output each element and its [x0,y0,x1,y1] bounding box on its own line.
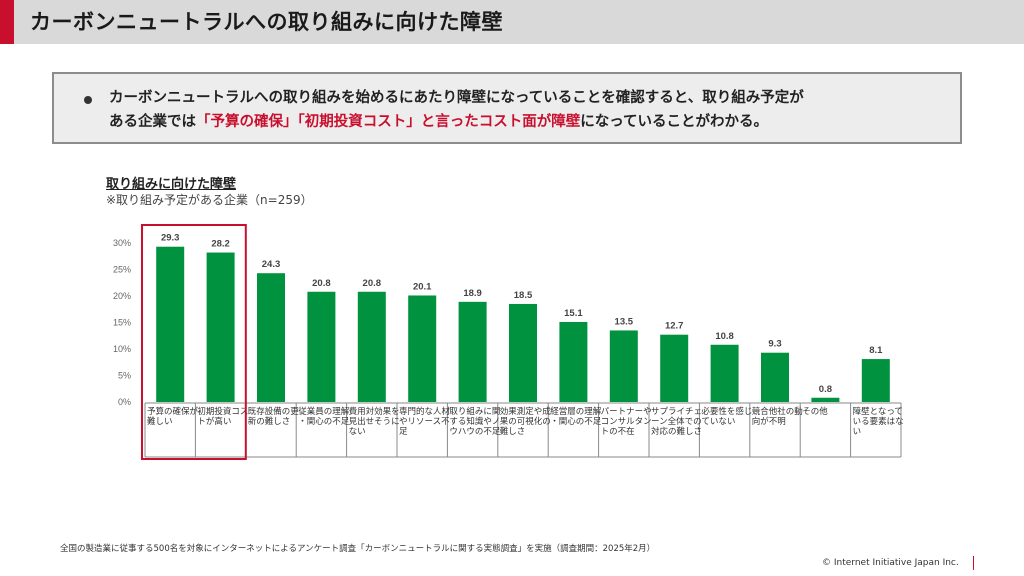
category-label: 初期投資コストが高い [197,406,248,427]
y-tick-label: 20% [113,291,131,301]
bar [811,397,840,402]
bar [408,295,437,402]
data-label: 0.8 [819,384,832,395]
category-label: その他 [802,406,828,417]
category-label: 従業員の理解・関心の不足 [298,406,350,427]
y-tick-label: 15% [113,318,131,328]
survey-footnote: 全国の製造業に従事する500名を対象にインターネットによるアンケート調査「カーボ… [60,544,656,554]
bar [458,301,487,402]
header-accent-stripe [0,0,14,44]
bar [559,321,588,402]
summary-text: カーボンニュートラルへの取り組みを始めるにあたり障壁になっていることを確認すると… [109,86,949,134]
bar [710,344,739,402]
y-tick-label: 0% [118,397,131,407]
category-label: 取り組みに関する知識やノウハウの不足 [449,406,501,437]
bar [861,359,890,402]
chart-title: 取り組みに向けた障壁 [106,177,237,192]
data-label: 12.7 [665,321,684,332]
category-label: 障壁となっている要素はない [853,406,904,437]
category-label: 競合他社の動向が不明 [752,406,803,427]
bar [509,303,537,402]
data-label: 28.2 [211,239,230,250]
category-label: パートナーやコンサルタントの不在 [601,407,652,437]
data-label: 9.3 [768,339,781,350]
category-label: 予算の確保が難しい [147,406,199,427]
bar [307,291,336,402]
copyright-divider [973,556,974,570]
category-label: 費用対効果を見出せそうにない [349,406,400,437]
data-label: 24.3 [262,259,281,270]
data-label: 20.8 [363,278,382,289]
bar [206,252,235,402]
summary-box: カーボンニュートラルへの取り組みを始めるにあたり障壁になっていることを確認すると… [52,72,962,144]
data-label: 18.9 [463,288,482,299]
header-bar [0,0,1024,44]
y-tick-label: 5% [118,371,131,381]
bar [609,330,638,402]
data-label: 10.8 [715,331,734,342]
data-label: 20.8 [312,278,331,289]
y-tick-label: 10% [113,344,131,354]
data-label: 8.1 [869,345,883,356]
data-label: 15.1 [564,308,583,319]
data-label: 18.5 [514,290,533,301]
bar [156,246,185,402]
bullet-icon [84,96,92,104]
category-label: 既存設備の更新の難しさ [248,406,300,427]
chart-subtitle: ※取り組み予定がある企業（n=259） [106,193,313,207]
bar [257,273,285,402]
bar [761,352,789,402]
data-label: 20.1 [413,281,432,292]
data-label: 29.3 [161,233,180,244]
y-tick-label: 30% [113,238,131,248]
highlight-box [141,224,247,460]
data-label: 13.5 [615,316,634,327]
bar [357,291,386,402]
summary-line2-suffix: になっていることがわかる。 [580,114,769,130]
bar [660,334,689,402]
page-title: カーボンニュートラルへの取り組みに向けた障壁 [30,10,503,34]
category-label: 専門的な人材やリソース不足 [399,406,451,437]
category-label: 効果測定や成果の可視化の難しさ [500,406,552,437]
copyright: © Internet Initiative Japan Inc. [822,558,959,568]
summary-highlight: 「予算の確保」「初期投資コスト」と言ったコスト面が障壁 [196,114,581,130]
summary-line2-prefix: ある企業では [109,114,196,130]
summary-line1: カーボンニュートラルへの取り組みを始めるにあたり障壁になっていることを確認すると… [109,90,804,106]
category-label: 必要性を感じていない [701,406,752,427]
y-tick-label: 25% [113,265,131,275]
category-label: 経営層の理解・関心の不足 [550,406,602,427]
category-label: サプライチェーン全体での対応の難しさ [651,407,702,437]
